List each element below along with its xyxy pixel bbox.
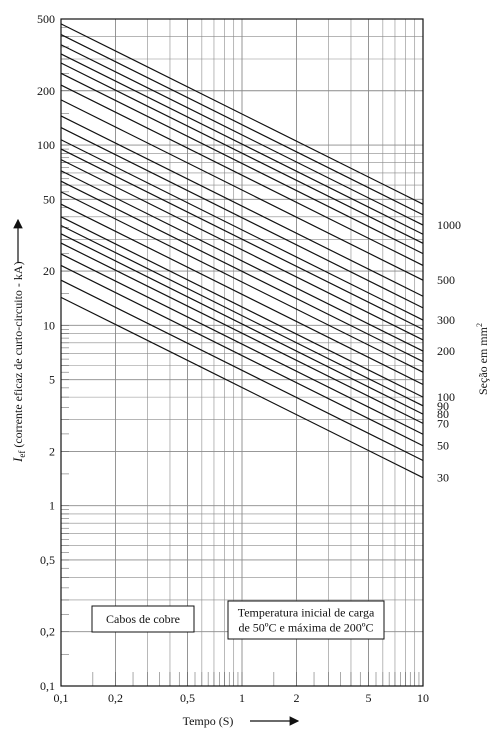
series-line-19 (60, 84, 424, 266)
x-axis-label: Tempo (S) (183, 714, 234, 728)
section-label-90: 90 (437, 399, 449, 413)
series-line-24 (60, 34, 424, 216)
section-label-1000: 1000 (437, 218, 461, 232)
y-tick-label: 0,1 (40, 679, 55, 693)
y-tick-label: 200 (37, 84, 55, 98)
tick-labels: 0,1 0,2 0,5 1 2 5 10 0,1 0,2 0,5 1 2 5 10 20 50 100 200 50… (37, 12, 429, 705)
grid (60, 18, 423, 687)
series-line-16 (60, 127, 424, 309)
section-label-70: 70 (437, 416, 449, 430)
series-line-21 (60, 62, 424, 244)
series-line-13 (60, 159, 424, 341)
x-tick-label: 0,5 (180, 691, 195, 705)
right-axis-label-text: Seção em mm (476, 326, 490, 395)
right-axis-label: Seção em mm2 (475, 323, 490, 395)
y-tick-label: 0,5 (40, 553, 55, 567)
y-axis-label: Ief (corrente eficaz de curto-circuito -… (10, 261, 27, 463)
series-line-25 (60, 23, 424, 205)
annotation-cabos-de-cobre: Cabos de cobre (91, 605, 195, 633)
annotation-box (91, 605, 195, 633)
y-tick-label: 20 (43, 264, 55, 278)
series-line-22 (60, 53, 424, 235)
series-line-14 (60, 148, 424, 330)
section-label-300: 300 (437, 313, 455, 327)
series-line-6 (60, 233, 424, 415)
y-axis-label-rest: (corrente eficaz de curto-circuito - kA) (11, 261, 25, 450)
plot-frame (60, 18, 424, 687)
y-axis-label-main: I (10, 457, 25, 463)
y-tick-label: 1 (49, 499, 55, 513)
series-line-4 (60, 253, 424, 435)
x-tick-label: 1 (239, 691, 245, 705)
x-tick-label: 0,1 (54, 691, 69, 705)
series-line-1 (60, 296, 424, 479)
series-line-10 (60, 191, 424, 373)
annotations: Cabos de cobre Temperatura inicial de car… (91, 600, 385, 640)
x-tick-label: 5 (366, 691, 372, 705)
annotation-line: Temperatura inicial de carga (238, 606, 375, 620)
section-label-80: 80 (437, 407, 449, 421)
series-line-20 (60, 72, 424, 255)
series-line-23 (60, 44, 424, 226)
y-tick-label: 100 (37, 138, 55, 152)
series-line-5 (60, 242, 424, 424)
series-line-9 (60, 203, 424, 386)
y-tick-label: 500 (37, 12, 55, 26)
y-tick-label: 2 (49, 444, 55, 458)
right-axis-label-sup: 2 (475, 323, 484, 327)
section-label-50: 50 (437, 439, 449, 453)
annotation-line: de 50ºC e máxima de 200ºC (238, 621, 373, 635)
x-tick-label: 0,2 (108, 691, 123, 705)
series-line-11 (60, 180, 424, 363)
section-label-100: 100 (437, 390, 455, 404)
annotation-box (227, 600, 385, 640)
y-tick-label: 50 (43, 192, 55, 206)
y-tick-label: 10 (43, 318, 55, 332)
section-label-200: 200 (437, 344, 455, 358)
annotation-line: Cabos de cobre (106, 612, 180, 626)
series-line-18 (60, 99, 424, 281)
x-tick-label: 10 (417, 691, 429, 705)
series-line-8 (60, 216, 424, 398)
series-line-12 (60, 170, 424, 352)
series-line-2 (60, 279, 424, 462)
y-tick-label: 5 (49, 373, 55, 387)
section-label-500: 500 (437, 273, 455, 287)
series-line-15 (60, 139, 424, 321)
x-tick-label: 2 (294, 691, 300, 705)
y-axis-label-sub: ef (17, 451, 27, 458)
series-group (60, 23, 424, 479)
section-label-30: 30 (437, 471, 449, 485)
series-line-7 (60, 224, 424, 407)
series-line-3 (60, 264, 424, 447)
series-line-17 (60, 115, 424, 297)
y-tick-label: 0,2 (40, 625, 55, 639)
